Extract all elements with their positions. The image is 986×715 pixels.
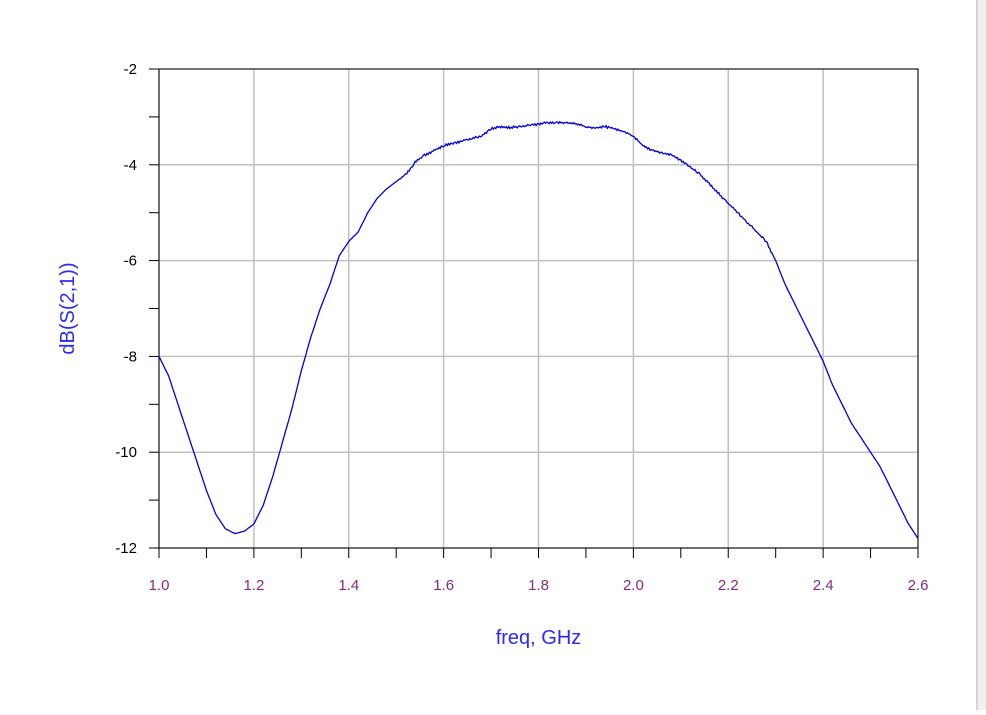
- window-border: [976, 0, 978, 710]
- plot-frame: [158, 68, 919, 549]
- x-axis-title: freq, GHz: [496, 627, 582, 649]
- y-tick-label: -10: [115, 444, 137, 461]
- series-line: [158, 120, 919, 539]
- grid-lines: [158, 68, 919, 549]
- y-tick-label: -6: [124, 253, 137, 270]
- x-tick-label: 1.4: [338, 577, 359, 594]
- minor-ticks: [149, 68, 919, 558]
- x-tick-label: 1.6: [433, 577, 454, 594]
- x-tick-label: 2.6: [908, 577, 929, 594]
- x-tick-label: 1.0: [149, 577, 170, 594]
- x-tick-label: 1.2: [243, 577, 264, 594]
- window-edge-strip: [978, 0, 986, 710]
- x-tick-labels: 1.0 1.2 1.4 1.6 1.8 2.0 2.2 2.4 2.6: [149, 577, 929, 594]
- x-tick-label: 1.8: [528, 577, 549, 594]
- y-tick-label: -12: [115, 540, 137, 557]
- trace-layer: [158, 120, 919, 539]
- y-tick-label: -8: [124, 348, 137, 365]
- y-tick-label: -2: [124, 61, 137, 78]
- x-tick-label: 2.4: [813, 577, 834, 594]
- y-tick-labels: -2 -4 -6 -8 -10 -12: [115, 61, 137, 557]
- x-tick-label: 2.0: [623, 577, 644, 594]
- y-axis-title: dB(S(2,1)): [57, 262, 79, 354]
- x-tick-label: 2.2: [718, 577, 739, 594]
- y-tick-label: -4: [124, 157, 137, 174]
